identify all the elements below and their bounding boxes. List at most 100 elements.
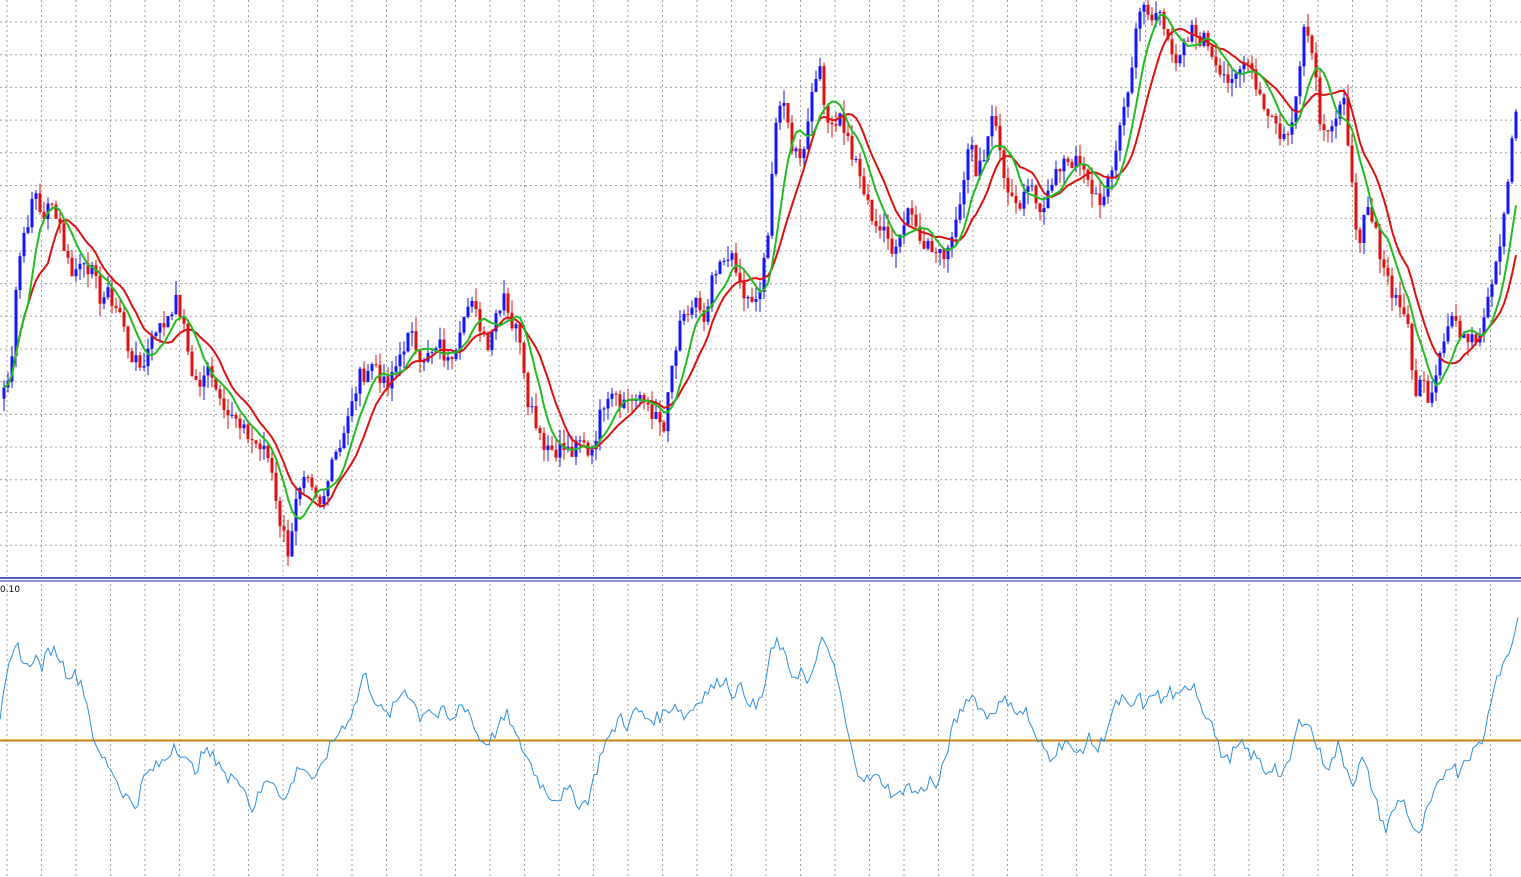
candle-up-body xyxy=(406,332,410,352)
candle-up-body xyxy=(438,339,442,349)
candle-up-body xyxy=(454,350,458,359)
candle-down-body xyxy=(1070,162,1074,169)
candle-up-body xyxy=(1442,341,1446,354)
candle-down-body xyxy=(126,326,130,352)
candle-down-body xyxy=(570,446,574,457)
candle-up-body xyxy=(982,160,986,162)
candle-down-body xyxy=(1314,53,1318,78)
candle-up-body xyxy=(102,297,106,304)
candle-down-body xyxy=(122,312,126,327)
candle-up-body xyxy=(1494,261,1498,285)
candle-down-body xyxy=(1034,185,1038,204)
candle-down-body xyxy=(934,252,938,254)
candle-down-body xyxy=(1354,182,1358,230)
candle-down-body xyxy=(130,351,134,363)
candle-up-body xyxy=(794,148,798,152)
candle-up-body xyxy=(430,351,434,353)
candle-down-body xyxy=(646,402,650,405)
candle-up-body xyxy=(402,351,406,355)
candle-up-body xyxy=(334,451,338,460)
candle-up-body xyxy=(714,273,718,276)
candle-down-body xyxy=(822,66,826,105)
candle-down-body xyxy=(870,199,874,222)
candle-down-body xyxy=(318,496,322,505)
candle-up-body xyxy=(1030,185,1034,187)
candle-up-body xyxy=(882,226,886,231)
candle-up-body xyxy=(530,406,534,408)
candle-up-body xyxy=(490,331,494,351)
candle-down-body xyxy=(554,449,558,458)
candle-down-body xyxy=(1038,203,1042,213)
candle-up-body xyxy=(338,447,342,452)
candle-down-body xyxy=(62,223,66,251)
candle-down-body xyxy=(314,487,318,497)
candle-up-body xyxy=(230,414,234,416)
candle-down-body xyxy=(930,240,934,253)
candle-up-body xyxy=(546,445,550,451)
candle-down-body xyxy=(790,122,794,152)
candle-up-body xyxy=(382,376,386,383)
candle-up-body xyxy=(990,116,994,137)
candle-down-body xyxy=(522,342,526,374)
candle-down-body xyxy=(1082,164,1086,170)
candle-up-body xyxy=(370,364,374,371)
candle-up-body xyxy=(1126,92,1130,107)
candle-down-body xyxy=(886,226,890,239)
candle-down-body xyxy=(642,395,646,403)
candle-up-body xyxy=(1134,28,1138,68)
candle-up-body xyxy=(838,113,842,126)
candle-up-body xyxy=(298,488,302,499)
candle-down-body xyxy=(270,457,274,473)
candle-up-body xyxy=(446,357,450,361)
candle-down-body xyxy=(1246,62,1250,64)
candle-down-body xyxy=(110,287,114,306)
candle-up-body xyxy=(18,256,22,291)
candle-up-body xyxy=(514,324,518,329)
candle-down-body xyxy=(1218,65,1222,75)
candle-up-body xyxy=(762,257,766,292)
candle-down-body xyxy=(1014,195,1018,204)
candle-up-body xyxy=(670,365,674,393)
fast-moving-average-line xyxy=(3,13,1517,521)
candle-down-body xyxy=(1090,179,1094,194)
candle-down-body xyxy=(58,218,62,224)
candle-down-body xyxy=(1402,307,1406,315)
candle-down-body xyxy=(198,379,202,387)
candle-down-body xyxy=(998,125,1002,151)
candle-up-body xyxy=(1110,170,1114,178)
candle-up-body xyxy=(1490,284,1494,297)
candle-down-body xyxy=(1254,69,1258,90)
candle-up-body xyxy=(26,227,30,233)
pane-separator[interactable] xyxy=(0,577,1521,582)
candle-down-body xyxy=(178,294,182,317)
candle-up-body xyxy=(174,294,178,315)
candle-down-body xyxy=(186,323,190,352)
candle-down-body xyxy=(1162,11,1166,29)
candle-up-body xyxy=(946,247,950,260)
candle-up-body xyxy=(1450,315,1454,327)
candle-down-body xyxy=(742,282,746,299)
candle-down-body xyxy=(922,240,926,249)
candle-down-body xyxy=(274,472,278,501)
candle-up-body xyxy=(1438,353,1442,376)
candle-up-body xyxy=(394,366,398,372)
candle-up-body xyxy=(354,393,358,402)
candle-down-body xyxy=(1398,295,1402,308)
candle-down-body xyxy=(278,500,282,527)
candle-up-body xyxy=(1054,169,1058,185)
candle-up-body xyxy=(462,316,466,333)
candle-down-body xyxy=(1378,227,1382,260)
candle-down-body xyxy=(614,393,618,395)
candle-up-body xyxy=(1394,295,1398,298)
candle-up-body xyxy=(674,350,678,366)
candle-down-body xyxy=(534,406,538,429)
candle-down-body xyxy=(282,526,286,531)
candle-up-body xyxy=(970,145,974,150)
candle-up-body xyxy=(902,225,906,235)
candle-up-body xyxy=(978,160,982,177)
candle-up-body xyxy=(1366,207,1370,215)
candle-up-body xyxy=(1102,196,1106,206)
candle-down-body xyxy=(182,316,186,324)
candle-up-body xyxy=(202,375,206,387)
